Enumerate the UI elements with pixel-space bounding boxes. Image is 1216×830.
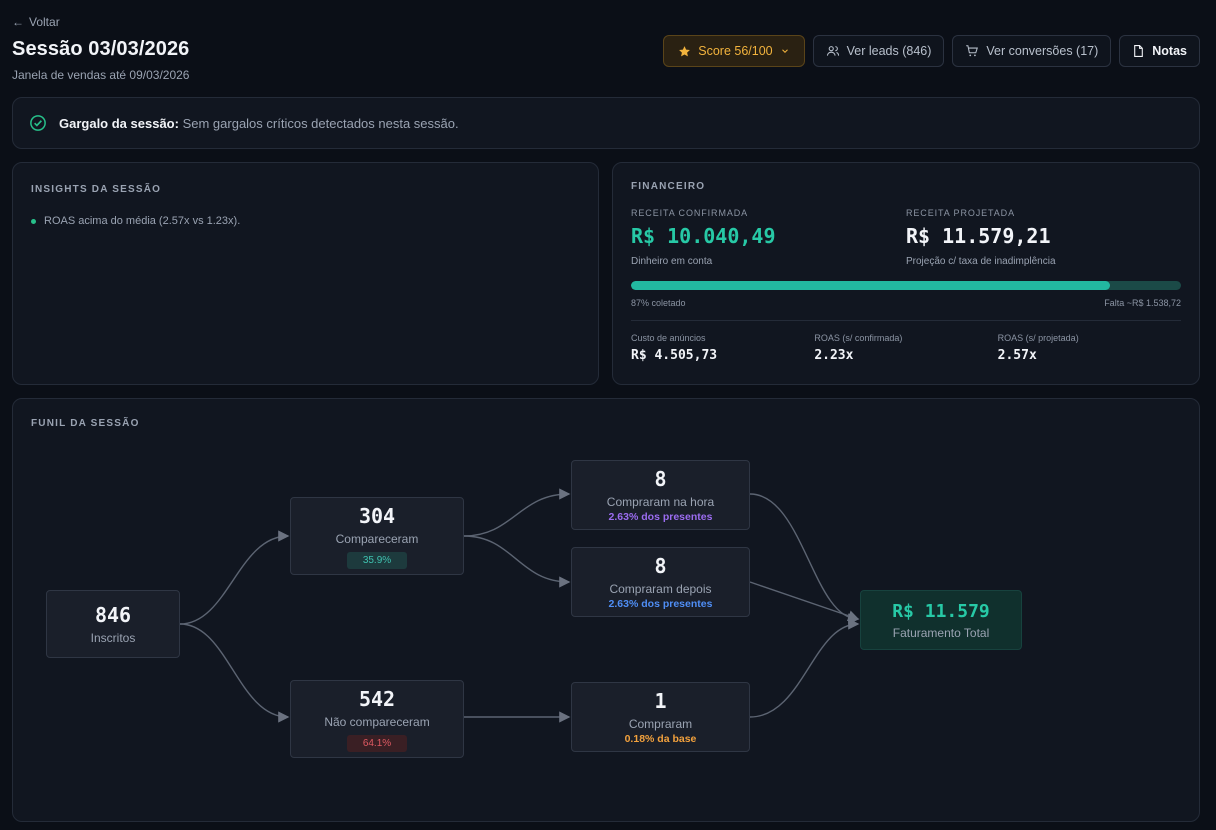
ad-cost-label: Custo de anúncios [631,333,706,343]
divider [631,320,1181,321]
funnel-links [179,488,860,723]
link-compraram-total [749,618,860,718]
compareceram-count: 304 [358,503,396,528]
notes-button[interactable]: Notas [1119,35,1200,67]
compraram-hora-count: 8 [654,467,667,491]
node-compraram[interactable]: 1 Compraram 0.18% da base [571,682,750,752]
financeiro-card: FINANCEIRO RECEITA CONFIRMADA R$ 10.040,… [612,162,1200,385]
insights-title: INSIGHTS DA SESSÃO [31,184,162,195]
insight-item: ROAS acima do média (2.57x vs 1.23x). [31,215,580,227]
node-nao-compareceram[interactable]: 542 Não compareceram 64.1% [290,680,464,758]
roas-projected-metric: ROAS (s/ projetada) 2.57x [998,333,1181,363]
node-faturamento-total[interactable]: R$ 11.579 Faturamento Total [860,590,1022,650]
ad-cost-value: R$ 4.505,73 [631,348,718,363]
cart-icon [966,45,979,57]
total-value: R$ 11.579 [892,600,990,622]
funnel-card: FUNIL DA SESSÃO 846 Inscritos 304 Compar… [12,398,1200,822]
projected-revenue-value: R$ 11.579,21 [906,224,1051,248]
page-title: Sessão 03/03/2026 [12,38,190,60]
arrow-left-icon: ← [12,15,24,29]
score-label: Score 56/100 [698,44,773,58]
back-link[interactable]: ← Voltar [12,15,60,29]
header-actions: Score 56/100 Ver leads (846) Ver convers… [663,35,1200,67]
node-compraram-depois[interactable]: 8 Compraram depois 2.63% dos presentes [571,547,750,617]
collection-progress-fill [631,281,1110,290]
link-inscritos-compareceram [179,530,290,625]
star-icon [679,45,691,56]
compraram-pct: 0.18% da base [624,733,697,745]
inscritos-count: 846 [94,603,132,627]
score-button[interactable]: Score 56/100 [663,35,805,67]
link-depois-total [749,581,860,622]
inscritos-label: Inscritos [90,631,136,645]
missing-label: Falta ~R$ 1.538,72 [1104,298,1181,308]
projected-revenue-note: Projeção c/ taxa de inadimplência [906,256,1056,267]
bottleneck-label: Gargalo da sessão: [59,115,179,131]
bottleneck-text: Sem gargalos críticos detectados nesta s… [182,115,459,131]
bullet-dot-icon [31,218,36,224]
chevron-down-icon [781,49,788,53]
confirmed-revenue-note: Dinheiro em conta [631,256,713,267]
nao-compareceram-badge: 64.1% [346,734,408,752]
total-label: Faturamento Total [892,625,990,640]
roas-confirmed-metric: ROAS (s/ confirmada) 2.23x [814,333,997,363]
view-leads-button[interactable]: Ver leads (846) [812,35,945,67]
nao-compareceram-label: Não compareceram [324,714,430,729]
insights-card: INSIGHTS DA SESSÃO ROAS acima do média (… [12,162,599,385]
users-icon [826,46,839,56]
view-conversions-button[interactable]: Ver conversões (17) [952,35,1112,67]
roas-confirmed-label: ROAS (s/ confirmada) [814,333,903,343]
funnel-title: FUNIL DA SESSÃO [31,418,140,429]
confirmed-revenue-label: RECEITA CONFIRMADA [631,208,749,218]
ad-cost-metric: Custo de anúncios R$ 4.505,73 [631,333,814,363]
node-inscritos[interactable]: 846 Inscritos [46,590,180,658]
node-compareceram[interactable]: 304 Compareceram 35.9% [290,497,464,575]
file-icon [1134,45,1144,57]
projected-revenue-label: RECEITA PROJETADA [906,208,1015,218]
roas-confirmed-value: 2.23x [814,348,854,363]
link-compareceram-depois [463,535,571,588]
bottleneck-banner: Gargalo da sessão: Sem gargalos críticos… [12,97,1200,149]
financeiro-title: FINANCEIRO [631,181,706,192]
compraram-depois-pct: 2.63% dos presentes [608,598,713,610]
compareceram-label: Compareceram [335,531,419,546]
link-compareceram-hora [463,488,571,537]
page-subtitle: Janela de vendas até 09/03/2026 [12,68,190,82]
insight-text: ROAS acima do média (2.57x vs 1.23x). [44,215,241,227]
compraram-depois-label: Compraram depois [609,582,712,596]
notes-label: Notas [1152,44,1187,58]
view-conversions-label: Ver conversões (17) [986,44,1099,58]
compraram-count: 1 [654,689,667,713]
compraram-label: Compraram [628,717,693,731]
confirmed-revenue-value: R$ 10.040,49 [631,224,776,248]
nao-compareceram-count: 542 [358,686,396,711]
collection-progress-bar [631,281,1181,290]
check-circle-icon [30,115,46,131]
compareceram-badge: 35.9% [346,551,408,569]
compraram-hora-pct: 2.63% dos presentes [608,511,713,523]
roas-projected-label: ROAS (s/ projetada) [997,333,1079,343]
roas-projected-value: 2.57x [997,348,1037,363]
link-inscritos-nao-compareceram [179,623,290,723]
compraram-hora-label: Compraram na hora [606,495,715,509]
back-label: Voltar [29,15,60,29]
view-leads-label: Ver leads (846) [846,44,932,58]
compraram-depois-count: 8 [654,554,667,578]
collected-label: 87% coletado [631,298,686,308]
node-compraram-hora[interactable]: 8 Compraram na hora 2.63% dos presentes [571,460,750,530]
